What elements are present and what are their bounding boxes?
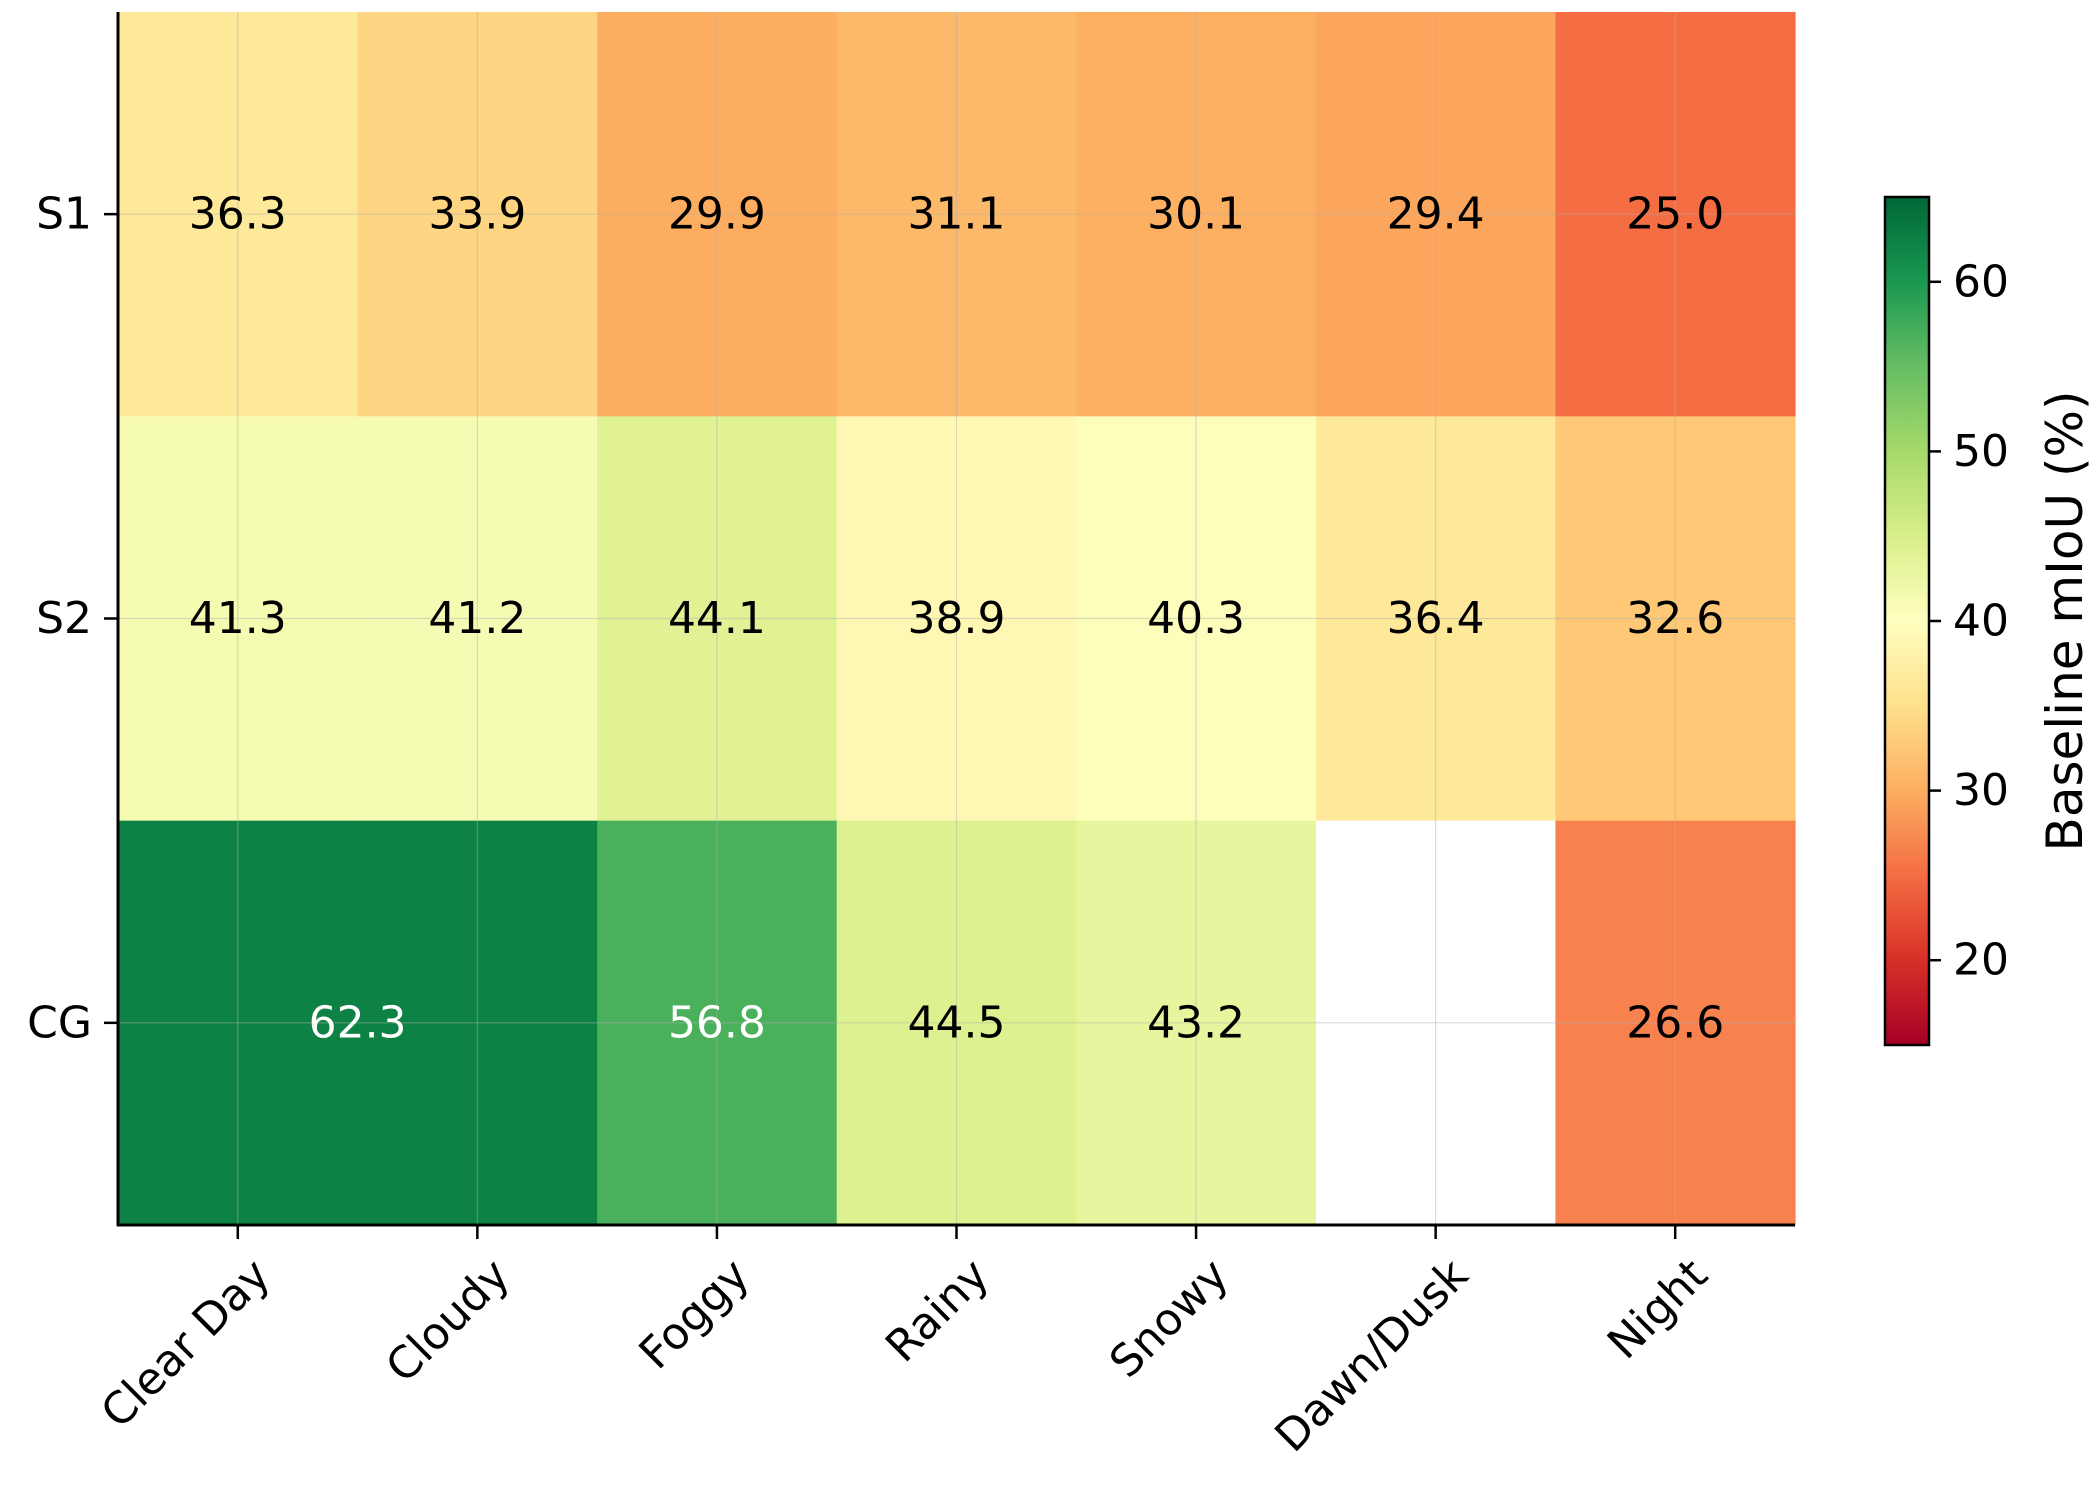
- heatmap-cell-s2-3: [597, 416, 838, 822]
- cell-value-label: 43.2: [1147, 997, 1245, 1048]
- x-tick-label: Rainy: [876, 1249, 999, 1372]
- x-tick-label: Snowy: [1100, 1249, 1238, 1387]
- heatmap-cell-cg-1: [118, 820, 359, 1226]
- grid-lines: [118, 12, 1795, 1225]
- heatmap-cell-s1-2: [357, 12, 598, 417]
- cell-value-label: 29.9: [668, 189, 766, 240]
- colorbar-tick-label: 20: [1953, 935, 2009, 986]
- heatmap-cell-cg-5: [1076, 820, 1317, 1226]
- heatmap-cell-cg-3: [597, 820, 838, 1226]
- heatmap-cell-s1-4: [836, 12, 1077, 417]
- colorbar-tick-label: 40: [1953, 596, 2009, 647]
- x-axis-ticks: Clear Day Cloudy Foggy Rainy Snowy Dawn/Dusk N…: [91, 1225, 1718, 1462]
- cell-value-label: 40.3: [1147, 593, 1245, 644]
- heatmap-cell-s1-7: [1555, 12, 1796, 417]
- cell-value-label: 36.4: [1387, 593, 1485, 644]
- cell-value-label: 33.9: [428, 189, 526, 240]
- x-tick-label: Clear Day: [91, 1249, 280, 1438]
- colorbar-tick-label: 30: [1953, 765, 2009, 816]
- cell-value-label: 44.1: [668, 593, 766, 644]
- heatmap-cell-s2-2: [357, 416, 598, 822]
- heatmap-cell-s2-7: [1555, 416, 1796, 822]
- cell-value-label: 44.5: [908, 997, 1006, 1048]
- y-axis-ticks: S1 S2 CG: [27, 189, 118, 1048]
- heatmap-cell-s1-1: [118, 12, 359, 417]
- heatmap-cell-s1-6: [1315, 12, 1557, 417]
- heatmap-cell-cg-2: [357, 820, 598, 1226]
- cell-value-label: 62.3: [309, 997, 407, 1048]
- heatmap-cell-s2-1: [118, 416, 359, 822]
- cell-value-label: 56.8: [668, 997, 766, 1048]
- cell-labels: 36.3 33.9 29.9 31.1 30.1 29.4 25.0 41.3 41.2 44.1…: [189, 189, 1724, 1049]
- heatmap-cell-cg-6: [1315, 820, 1557, 1226]
- heatmap-cell-s2-4: [836, 416, 1077, 822]
- colorbar-tick-label: 60: [1953, 256, 2009, 307]
- cell-value-label: 30.1: [1147, 189, 1245, 240]
- heatmap-cell-s2-5: [1076, 416, 1317, 822]
- cell-value-label: 36.3: [189, 189, 287, 240]
- heatmap-cell-cg-4: [836, 820, 1077, 1226]
- heatmap-cell-s1-5: [1076, 12, 1317, 417]
- cell-value-label: 25.0: [1626, 189, 1724, 240]
- y-tick-label: S1: [36, 189, 92, 240]
- colorbar-tick-label: 50: [1953, 426, 2009, 477]
- cell-value-label: 32.6: [1626, 593, 1724, 644]
- colorbar-label: Baseline mIoU (%): [2036, 391, 2094, 852]
- cell-value-label: 41.2: [428, 593, 526, 644]
- cell-value-label: 29.4: [1387, 189, 1485, 240]
- x-tick-label: Foggy: [630, 1249, 760, 1379]
- cell-value-label: 38.9: [908, 593, 1006, 644]
- x-tick-label: Night: [1598, 1249, 1718, 1369]
- colorbar-gradient: [1883, 195, 1931, 1047]
- cell-value-label: 41.3: [189, 593, 287, 644]
- y-tick-label: CG: [27, 997, 92, 1048]
- heatmap-cell-s2-6: [1315, 416, 1557, 822]
- cell-value-label: 26.6: [1626, 997, 1724, 1048]
- heatmap-cells: [118, 12, 1796, 1226]
- x-tick-label: Cloudy: [376, 1249, 519, 1392]
- cell-value-label: 31.1: [908, 189, 1006, 240]
- x-tick-label: Dawn/Dusk: [1265, 1249, 1478, 1462]
- heatmap-cell-s1-3: [597, 12, 838, 417]
- y-tick-label: S2: [36, 593, 92, 644]
- heatmap-cell-cg-7: [1555, 820, 1796, 1226]
- colorbar: 20 30 40 50 60 Baseline mIoU (%): [1883, 195, 2094, 1047]
